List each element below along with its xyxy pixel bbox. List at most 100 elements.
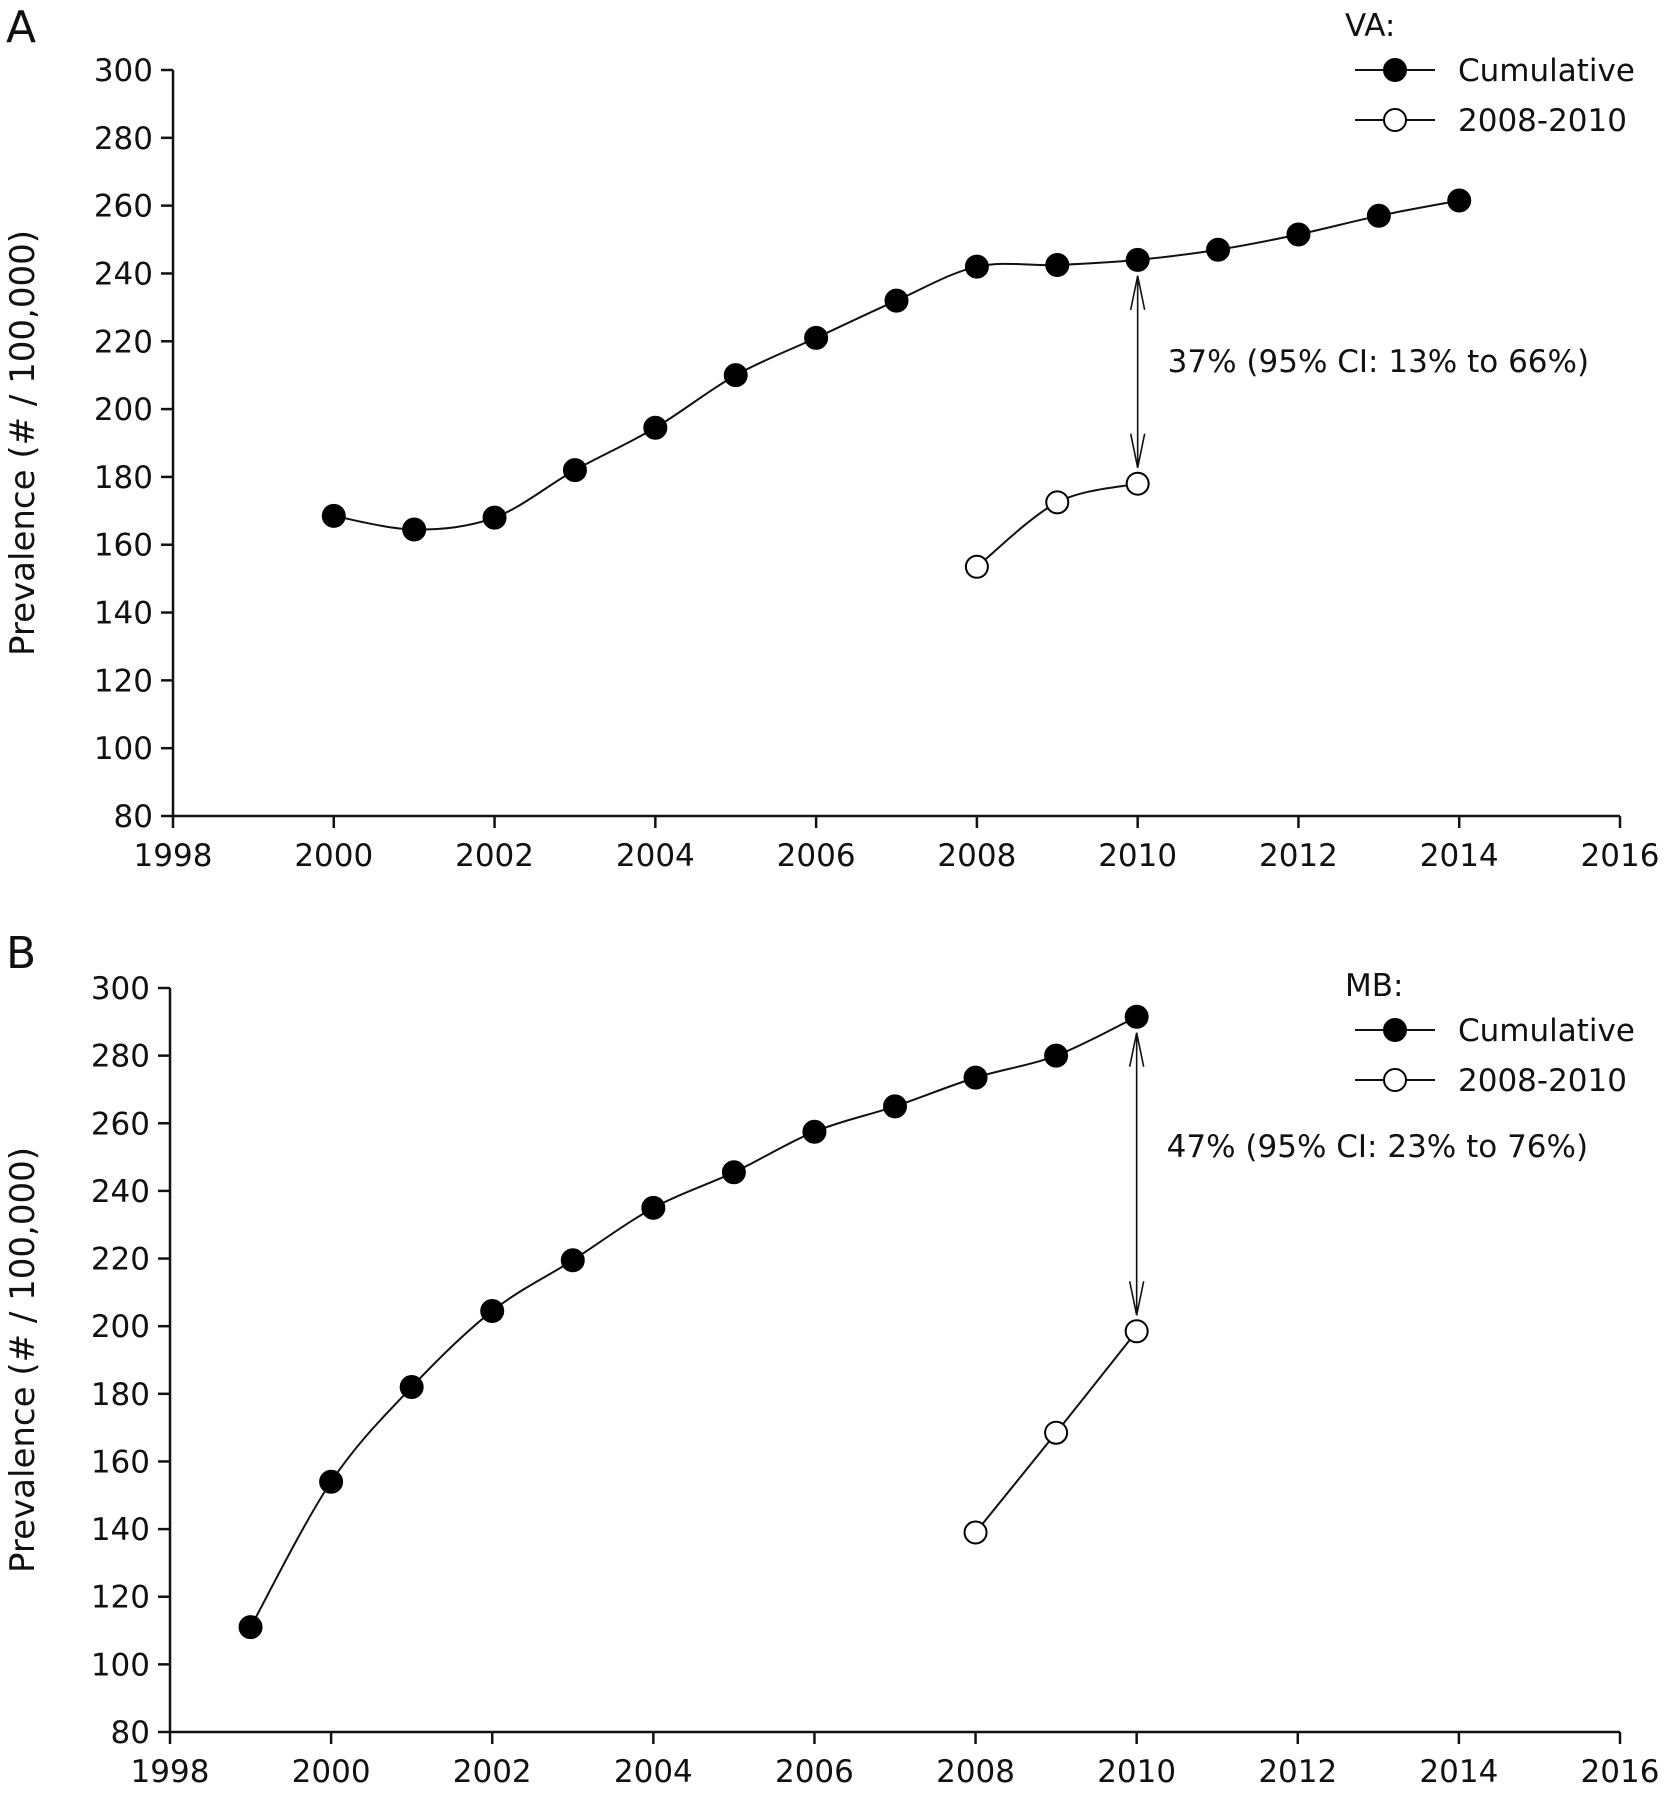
y-tick-label: 80: [114, 799, 153, 835]
y-tick-label: 280: [91, 1039, 150, 1075]
data-point-cumulative: [482, 505, 507, 530]
x-tick-label: 2006: [777, 838, 856, 874]
data-point-cumulative: [723, 363, 748, 388]
data-point-cumulative: [321, 503, 346, 528]
y-tick-label: 160: [91, 1444, 150, 1480]
y-tick-label: 100: [91, 1647, 150, 1683]
x-tick-label: 2000: [292, 1754, 371, 1790]
data-point-cumulative: [804, 325, 829, 350]
data-point-period: [964, 554, 989, 579]
y-tick-label: 180: [94, 460, 153, 496]
x-tick-label: 2016: [1581, 1754, 1660, 1790]
y-tick-label: 300: [94, 53, 153, 89]
data-point-cumulative: [802, 1119, 827, 1144]
x-tick-label: 2010: [1098, 838, 1177, 874]
data-point-cumulative: [641, 1195, 666, 1220]
data-point-cumulative: [560, 1248, 585, 1273]
legend-title: MB:: [1345, 968, 1403, 1004]
x-tick-label: 2014: [1420, 838, 1499, 874]
data-point-cumulative: [1447, 188, 1472, 213]
x-tick-label: 2014: [1419, 1754, 1498, 1790]
legend-marker-filled: [1383, 1018, 1407, 1042]
arrowhead-down: [1129, 433, 1146, 468]
x-tick-label: 1998: [134, 838, 213, 874]
arrowhead-up: [1128, 1032, 1145, 1067]
y-tick-label: 140: [91, 1512, 150, 1548]
data-point-cumulative: [480, 1298, 505, 1323]
x-tick-label: 2016: [1581, 838, 1660, 874]
arrowhead-down: [1128, 1281, 1145, 1316]
legend-label: 2008-2010: [1458, 1063, 1627, 1099]
y-tick-label: 200: [91, 1309, 150, 1345]
data-point-cumulative: [399, 1375, 424, 1400]
x-tick-label: 2004: [616, 838, 695, 874]
data-point-cumulative: [319, 1469, 344, 1494]
y-axis-label: Prevalence (# / 100,000): [3, 1147, 43, 1573]
panel-letter: B: [6, 928, 36, 979]
y-tick-label: 140: [94, 596, 153, 632]
x-tick-label: 2008: [936, 1754, 1015, 1790]
data-point-cumulative: [1045, 252, 1070, 277]
series-line-cumulative: [249, 1015, 1138, 1628]
y-tick-label: 120: [94, 663, 153, 699]
data-point-period: [1124, 1319, 1149, 1344]
x-tick-label: 2002: [453, 1754, 532, 1790]
x-tick-label: 2012: [1259, 838, 1338, 874]
x-tick-label: 2012: [1258, 1754, 1337, 1790]
data-point-cumulative: [643, 415, 668, 440]
y-tick-label: 260: [94, 189, 153, 225]
data-point-cumulative: [721, 1160, 746, 1185]
data-point-cumulative: [883, 1094, 907, 1119]
legend-marker-open: [1383, 108, 1407, 132]
y-tick-label: 200: [94, 392, 153, 428]
panel-letter: A: [6, 2, 36, 53]
y-tick-label: 100: [94, 731, 153, 767]
y-tick-label: 240: [91, 1174, 150, 1210]
y-tick-label: 280: [94, 121, 153, 157]
legend-label: 2008-2010: [1458, 103, 1627, 139]
data-point-cumulative: [1044, 1043, 1069, 1068]
chart-panel-b: B 80 100 120 140 160 180 200 220 240 260 280 300 1998…: [3, 928, 1659, 1790]
legend-title: VA:: [1345, 8, 1395, 44]
arrowhead-up: [1129, 275, 1146, 311]
legend-marker-open: [1383, 1068, 1407, 1092]
y-tick-label: 220: [91, 1242, 150, 1278]
data-point-cumulative: [1206, 237, 1231, 262]
y-tick-label: 220: [94, 324, 153, 360]
chart-panel-a: A 80 100 120 140 160 180 200 220 240 260 280 300 1998…: [3, 2, 1659, 874]
x-tick-label: 1998: [131, 1754, 210, 1790]
y-tick-label: 160: [94, 528, 153, 564]
y-tick-label: 80: [111, 1715, 150, 1751]
x-tick-label: 2004: [614, 1754, 693, 1790]
y-tick-label: 240: [94, 256, 153, 292]
y-tick-label: 180: [91, 1377, 150, 1413]
data-point-period: [1044, 1420, 1069, 1445]
x-tick-label: 2008: [937, 838, 1016, 874]
data-point-cumulative: [1286, 222, 1311, 247]
data-point-period: [963, 1520, 988, 1545]
annotation-text: 47% (95% CI: 23% to 76%): [1167, 1129, 1588, 1165]
y-tick-label: 120: [91, 1580, 150, 1616]
y-tick-label: 260: [91, 1106, 150, 1142]
y-tick-label: 300: [91, 971, 150, 1007]
data-point-cumulative: [884, 288, 909, 313]
data-point-cumulative: [402, 517, 427, 542]
data-point-cumulative: [238, 1615, 263, 1640]
data-point-cumulative: [1124, 1004, 1149, 1029]
annotation-text: 37% (95% CI: 13% to 66%): [1168, 344, 1589, 380]
data-point-cumulative: [562, 458, 587, 483]
data-point-cumulative: [963, 1065, 988, 1090]
data-point-cumulative: [1125, 247, 1150, 272]
x-tick-label: 2010: [1097, 1754, 1176, 1790]
legend-label: Cumulative: [1458, 1013, 1635, 1049]
data-point-cumulative: [1366, 203, 1391, 228]
data-point-period: [1125, 471, 1150, 496]
data-point-period: [1045, 490, 1070, 515]
data-point-cumulative: [964, 254, 989, 279]
x-tick-label: 2002: [455, 838, 534, 874]
legend-label: Cumulative: [1458, 53, 1635, 89]
y-axis-label: Prevalence (# / 100,000): [3, 230, 43, 656]
x-tick-label: 2000: [294, 838, 373, 874]
